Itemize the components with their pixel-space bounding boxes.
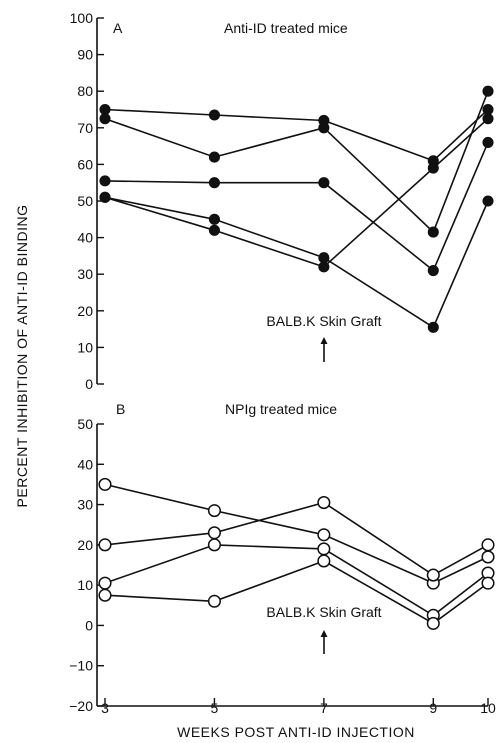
panel-a-series-2-point (482, 85, 494, 97)
panel-a-y-tick-label: 0 (85, 376, 93, 392)
panel-a-y-tick-label: 30 (77, 266, 93, 282)
panel-b-series-1-point (207, 504, 221, 518)
y-axis-label: PERCENT INHIBITION OF ANTI-ID BINDING (14, 205, 30, 508)
panel-b-title: NPIg treated mice (225, 401, 337, 417)
panel-a-letter: A (113, 20, 123, 36)
panel-a-series-5-point (318, 252, 330, 264)
panel-a-y-tick-label: 50 (77, 193, 93, 209)
panel-a-series-5-point (482, 195, 494, 207)
x-tick-label: 5 (211, 700, 219, 716)
panel-b-series-1-point (481, 550, 495, 564)
panel-a-series-3-point (208, 177, 220, 189)
panel-b-series-3-point (317, 542, 331, 556)
panel-a-y-tick-label: 100 (70, 10, 94, 26)
panel-b-y-tick-label: 20 (77, 537, 93, 553)
panel-b-series-3-point (207, 538, 221, 552)
panel-a-series-4-point (482, 113, 494, 125)
panel-b-y-tick-label: 40 (77, 456, 93, 472)
panel-b-y-tick-label: 10 (77, 577, 93, 593)
panel-a-series-1-point (482, 103, 494, 116)
panel-a-y-tick-label: 70 (77, 120, 93, 136)
panel-a-series-4-point (208, 224, 220, 236)
panel-a-series-4-line (104, 118, 489, 268)
panel-b-series-2-point (98, 538, 112, 552)
panel-a-series-3-point (318, 177, 330, 189)
x-tick-label: 3 (101, 700, 109, 716)
panel-b-series-4-point (98, 588, 112, 602)
panel-a-series-2-point (427, 226, 439, 238)
panel-a-y-tick-label: 90 (77, 47, 93, 63)
panel-a-annotation: BALB.K Skin Graft (266, 313, 381, 329)
panel-a-arrow-head (320, 337, 328, 344)
panel-b-series-2-point (426, 568, 440, 582)
panel-a-chart: A Anti-ID treated mice 0 10 20 30 40 50 60 70 80… (70, 10, 494, 392)
panel-b-y-tick-label: −10 (69, 658, 93, 674)
panel-a-y-tick-label: 10 (77, 339, 93, 355)
panel-a-series-4-point (427, 162, 439, 174)
panel-b-series-2-point (481, 538, 495, 552)
panel-a-series-2-point (99, 113, 111, 125)
panel-a-title: Anti-ID treated mice (224, 20, 348, 36)
panel-a-series-1-point (208, 109, 220, 121)
panel-b-series-2-line (104, 501, 489, 577)
panel-a-y-tick-label: 60 (77, 156, 93, 172)
panel-a-series-2-point (318, 122, 330, 134)
panel-a-y-tick-label: 40 (77, 230, 93, 246)
panel-b-series-4-point (481, 576, 495, 590)
panel-a-series-5-line (104, 196, 489, 329)
panel-b-chart: B NPIg treated mice −20 −10 0 10 20 30 40 50 3 5 7… (69, 401, 496, 716)
panel-b-series-4-point (317, 554, 331, 568)
panel-b-series-2-point (207, 526, 221, 540)
panel-b-series-1-line (104, 483, 489, 584)
x-tick-label: 10 (480, 700, 496, 716)
panel-a-series-5-point (99, 191, 111, 203)
panel-a-series-3-point (427, 264, 439, 277)
panel-b-series-2-point (317, 496, 331, 510)
panel-b-y-tick-label: 0 (85, 617, 93, 633)
panel-a-series-5-point (427, 321, 439, 333)
panel-b-series-1-point (98, 477, 112, 491)
panel-a-series-2-point (208, 151, 220, 163)
x-axis-label: WEEKS POST ANTI-ID INJECTION (177, 724, 415, 740)
panel-b-annotation: BALB.K Skin Graft (266, 604, 381, 620)
panel-a-series-3-point (99, 175, 111, 187)
x-tick-label: 9 (429, 700, 437, 716)
panel-a-series-3-point (482, 136, 494, 148)
panel-b-series-4-point (207, 594, 221, 608)
panel-a-series-1-point (99, 103, 111, 116)
panel-b-y-tick-label: 30 (77, 497, 93, 513)
panel-b-y-tick-label: −20 (69, 698, 93, 714)
panel-a-y-tick-label: 20 (77, 303, 93, 319)
panel-b-series-1-point (317, 528, 331, 542)
panel-a-y-tick-label: 80 (77, 83, 93, 99)
x-tick-label: 7 (320, 700, 328, 716)
panel-b-arrow-head (320, 630, 328, 637)
panel-b-letter: B (116, 401, 125, 417)
panel-b-series-4-point (426, 616, 440, 630)
panel-a-series-4-point (318, 261, 330, 273)
panel-b-y-tick-label: 50 (77, 416, 93, 432)
panel-b-series-3-point (98, 576, 112, 590)
panel-a-series-5-point (208, 213, 220, 225)
